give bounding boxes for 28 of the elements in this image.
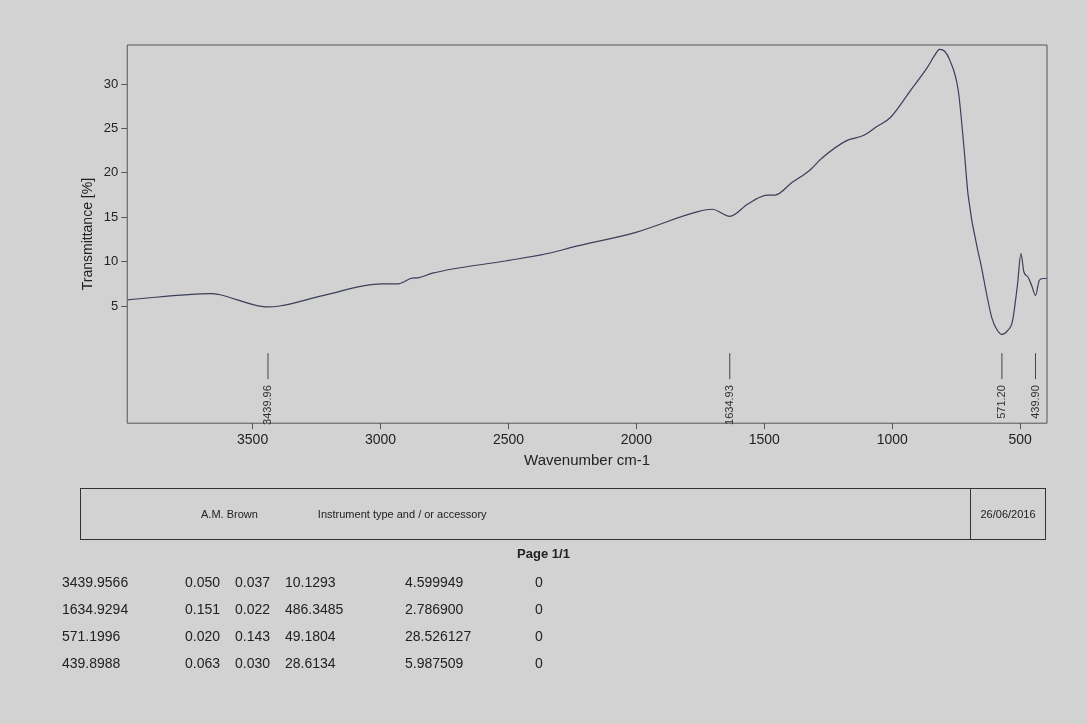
- y-tick-label: 20: [103, 164, 119, 180]
- x-tick-label: 500: [1008, 431, 1033, 448]
- y-tick-label: 5: [111, 297, 119, 313]
- ref-line-label: 439.90: [1028, 385, 1041, 419]
- y-axis-title: Transmittance [%]: [79, 177, 96, 291]
- y-tick-label: 25: [103, 120, 119, 136]
- text: Instrument type and / or accessory: [317, 508, 487, 520]
- text: 3439.9566 0.050 0.037 10.1293 4.599949 0: [62, 574, 543, 590]
- text: 1634.9294 0.151 0.022 486.3485 2.786900 0: [62, 601, 543, 617]
- text: A.M. Brown: [201, 508, 258, 520]
- x-tick-label: 1500: [748, 431, 781, 448]
- x-tick-label: 2500: [492, 431, 525, 448]
- line-series: [127, 48, 1047, 336]
- x-tick-label: 2000: [620, 431, 653, 448]
- y-tick-label: 30: [103, 75, 119, 91]
- y-tick-label: 15: [103, 208, 119, 224]
- x-tick-label: 3500: [237, 431, 269, 448]
- ref-line-label: 571.20: [994, 385, 1007, 419]
- ref-line-label: 3439.96: [261, 385, 274, 425]
- text: 571.1996 0.020 0.143 49.1804 28.526127 0: [62, 628, 543, 644]
- x-axis-title: Wavenumber cm-1: [524, 451, 651, 469]
- y-tick-label: 10: [103, 253, 119, 269]
- text: Page 1/1: [516, 546, 571, 561]
- x-tick-label: 3000: [364, 431, 397, 448]
- text: 26/06/2016: [970, 489, 1045, 539]
- ref-line-label: 1634.93: [722, 385, 735, 425]
- text: 439.8988 0.063 0.030 28.6134 5.987509 0: [62, 655, 543, 671]
- x-tick-label: 1000: [876, 431, 908, 448]
